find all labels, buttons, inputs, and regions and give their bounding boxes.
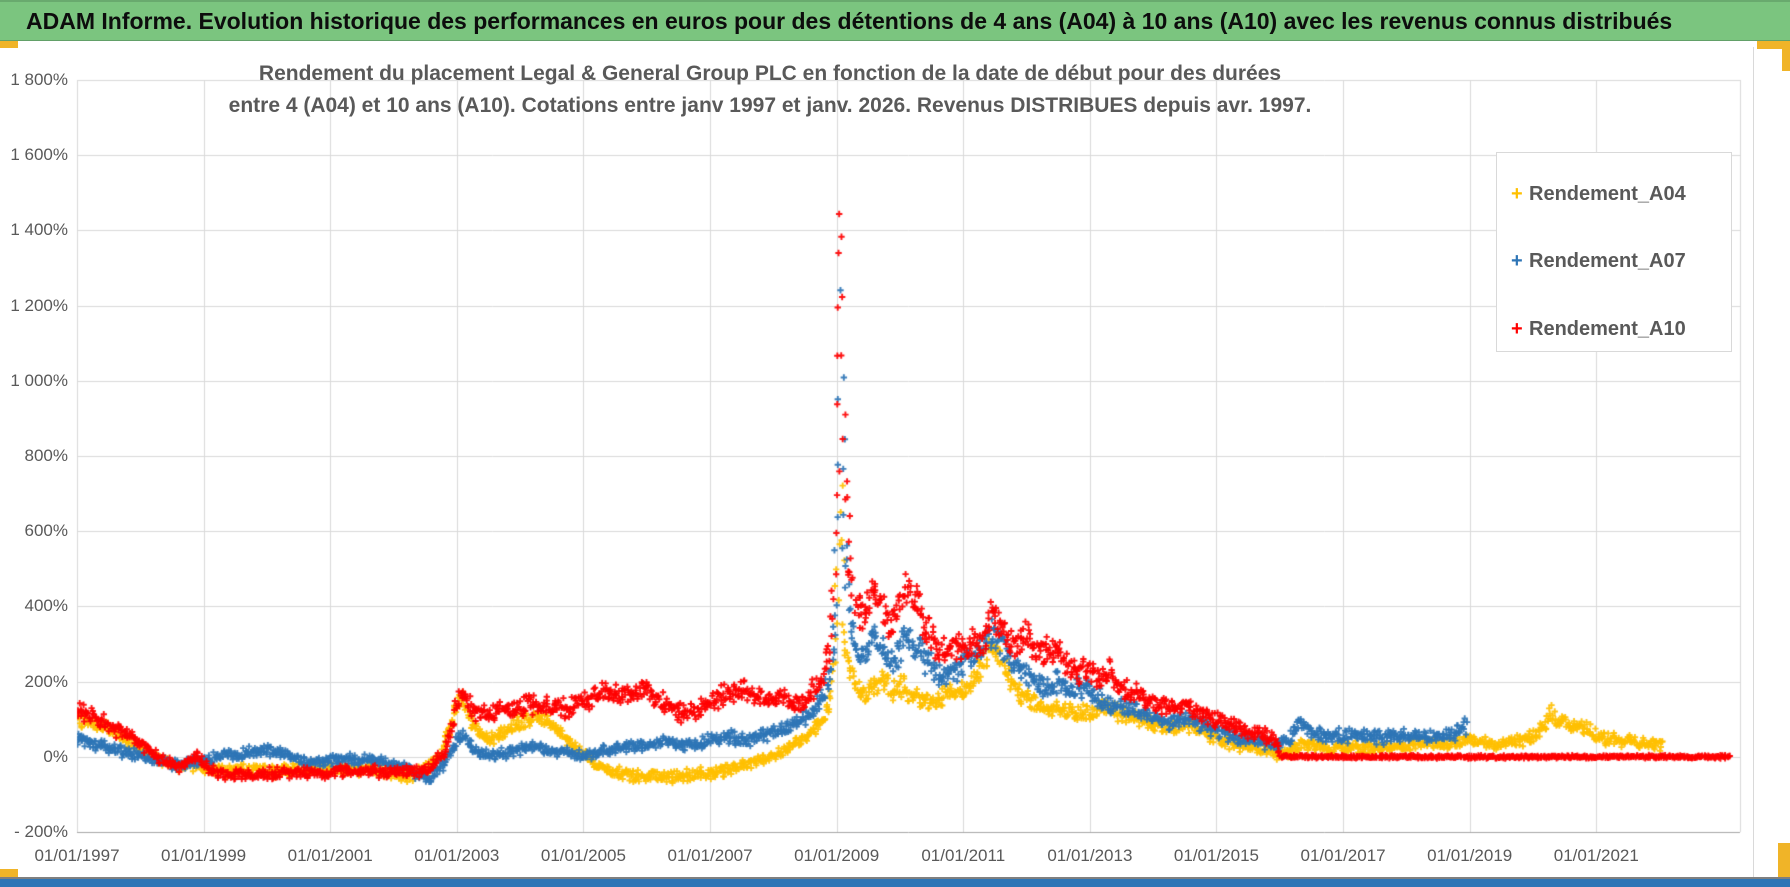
x-axis-label: 01/01/2019 bbox=[1427, 846, 1513, 865]
x-axis-label: 01/01/2017 bbox=[1300, 846, 1386, 865]
x-axis-label: 01/01/2003 bbox=[414, 846, 500, 865]
plus-marker-icon: + bbox=[1511, 318, 1523, 340]
y-axis-label: 800% bbox=[24, 446, 68, 465]
plus-marker-icon: + bbox=[1511, 183, 1523, 205]
x-axis-label: 01/01/2009 bbox=[794, 846, 880, 865]
x-axis-label: 01/01/1997 bbox=[34, 846, 120, 865]
y-axis-label: 1 000% bbox=[10, 370, 68, 390]
chart-title-line1: Rendement du placement Legal & General G… bbox=[258, 62, 1282, 85]
legend-label: Rendement_A10 bbox=[1529, 317, 1686, 340]
y-axis-label: 600% bbox=[24, 521, 68, 541]
y-axis-label: 0% bbox=[43, 746, 68, 766]
legend-label: Rendement_A04 bbox=[1529, 182, 1686, 205]
x-axis-label: 01/01/2021 bbox=[1553, 846, 1639, 865]
legend-label: Rendement_A07 bbox=[1529, 249, 1686, 272]
legend-item-rendement-a07: + Rendement_A07 bbox=[1511, 248, 1686, 274]
x-axis-label: 01/01/2013 bbox=[1047, 846, 1133, 865]
y-axis-label: 1 400% bbox=[10, 220, 68, 240]
chart-legend: + Rendement_A04 + Rendement_A07 + Rendem… bbox=[1496, 152, 1732, 352]
x-axis-label: 01/01/2001 bbox=[287, 846, 373, 865]
legend-item-rendement-a04: + Rendement_A04 bbox=[1511, 181, 1686, 207]
y-axis-label: 1 600% bbox=[10, 145, 68, 165]
bottom-blue-bar bbox=[0, 879, 1790, 887]
legend-item-rendement-a10: + Rendement_A10 bbox=[1511, 316, 1686, 342]
chart-title-line2: entre 4 (A04) et 10 ans (A10). Cotations… bbox=[228, 94, 1312, 117]
chart-title: Rendement du placement Legal & General G… bbox=[90, 58, 1450, 122]
x-axis-label: 01/01/2007 bbox=[667, 846, 753, 865]
x-axis-label: 01/01/2005 bbox=[540, 846, 626, 865]
y-axis-label: 1 200% bbox=[10, 295, 68, 315]
plus-marker-icon: + bbox=[1511, 250, 1523, 272]
y-axis-label: 1 800% bbox=[10, 70, 68, 89]
x-axis-label: 01/01/2015 bbox=[1173, 846, 1260, 865]
y-axis-label: - 200% bbox=[14, 822, 68, 841]
y-axis-label: 400% bbox=[24, 596, 68, 616]
x-axis-label: 01/01/2011 bbox=[921, 846, 1006, 865]
x-axis-label: 01/01/1999 bbox=[161, 846, 247, 865]
bottom-divider-line bbox=[0, 877, 1790, 879]
chart-area-right-border bbox=[1753, 47, 1754, 877]
y-axis-label: 200% bbox=[24, 671, 68, 691]
